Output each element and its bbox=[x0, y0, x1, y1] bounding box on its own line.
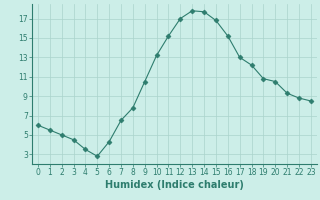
X-axis label: Humidex (Indice chaleur): Humidex (Indice chaleur) bbox=[105, 180, 244, 190]
